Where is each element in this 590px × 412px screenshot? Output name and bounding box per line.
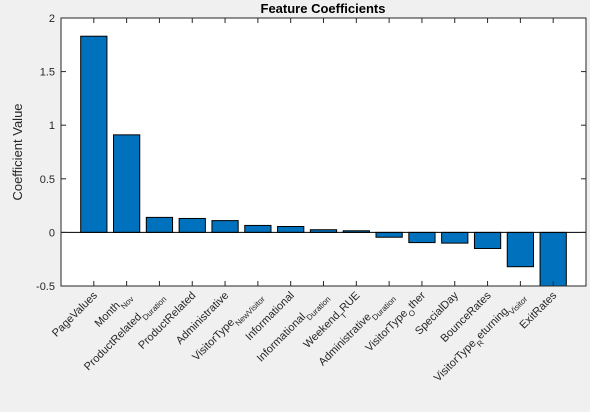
chart-title: Feature Coefficients [261, 1, 386, 16]
bar-4 [211, 220, 239, 233]
y-tick-label: 2 [49, 13, 55, 25]
bar-0 [80, 35, 108, 233]
y-axis-label: Coefficient Value [10, 103, 25, 200]
y-tick-label: 0.5 [40, 174, 55, 186]
bar-11 [441, 231, 469, 244]
bars-group [80, 35, 567, 287]
bar-14 [539, 231, 567, 287]
bar-10 [408, 231, 436, 244]
x-tick-label: PageValues [50, 289, 100, 339]
bar-1 [113, 134, 141, 233]
y-tick-label: -0.5 [36, 281, 55, 293]
bar-3 [178, 217, 206, 233]
y-axis-ticks: -0.5 0 0.5 1 1.5 2 [36, 13, 586, 293]
bar-13 [506, 231, 534, 268]
bar-5 [244, 224, 272, 233]
y-tick-label: 0 [49, 227, 55, 239]
bar-6 [277, 226, 305, 233]
y-tick-label: 1.5 [40, 67, 55, 79]
bar-12 [473, 231, 502, 249]
bar-2 [145, 216, 174, 233]
bar-9 [375, 231, 403, 238]
y-tick-label: 1 [49, 120, 55, 132]
